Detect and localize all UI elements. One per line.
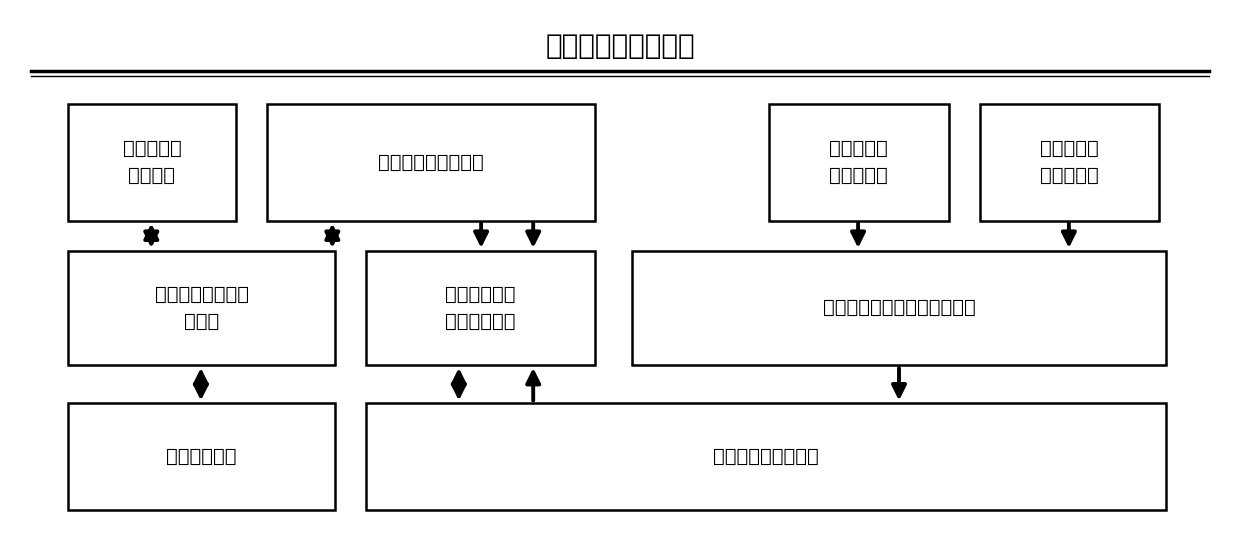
Text: 售餐终端菜
品信息库: 售餐终端菜 品信息库 bbox=[123, 140, 181, 185]
Text: 云端信息处理及传
输模块: 云端信息处理及传 输模块 bbox=[155, 285, 248, 331]
FancyBboxPatch shape bbox=[267, 104, 595, 221]
FancyBboxPatch shape bbox=[68, 251, 335, 365]
Text: 菜品原材料
营养成分库: 菜品原材料 营养成分库 bbox=[1040, 140, 1099, 185]
FancyBboxPatch shape bbox=[980, 104, 1159, 221]
FancyBboxPatch shape bbox=[366, 403, 1166, 510]
Text: 菜品原材料
组成成分库: 菜品原材料 组成成分库 bbox=[830, 140, 888, 185]
FancyBboxPatch shape bbox=[68, 403, 335, 510]
FancyBboxPatch shape bbox=[366, 251, 595, 365]
FancyBboxPatch shape bbox=[769, 104, 949, 221]
FancyBboxPatch shape bbox=[632, 251, 1166, 365]
FancyBboxPatch shape bbox=[68, 104, 236, 221]
Text: 网络通信模块: 网络通信模块 bbox=[166, 447, 237, 466]
Text: 云端营养监测服务器: 云端营养监测服务器 bbox=[546, 32, 694, 60]
Text: 用户用餐基本信息库: 用户用餐基本信息库 bbox=[378, 153, 484, 172]
Text: 用户用餐营养信息库: 用户用餐营养信息库 bbox=[713, 447, 818, 466]
Text: 用户营养信息
查询管理模块: 用户营养信息 查询管理模块 bbox=[445, 285, 516, 331]
Text: 用户就餐营养分析及处理模块: 用户就餐营养分析及处理模块 bbox=[822, 299, 976, 317]
